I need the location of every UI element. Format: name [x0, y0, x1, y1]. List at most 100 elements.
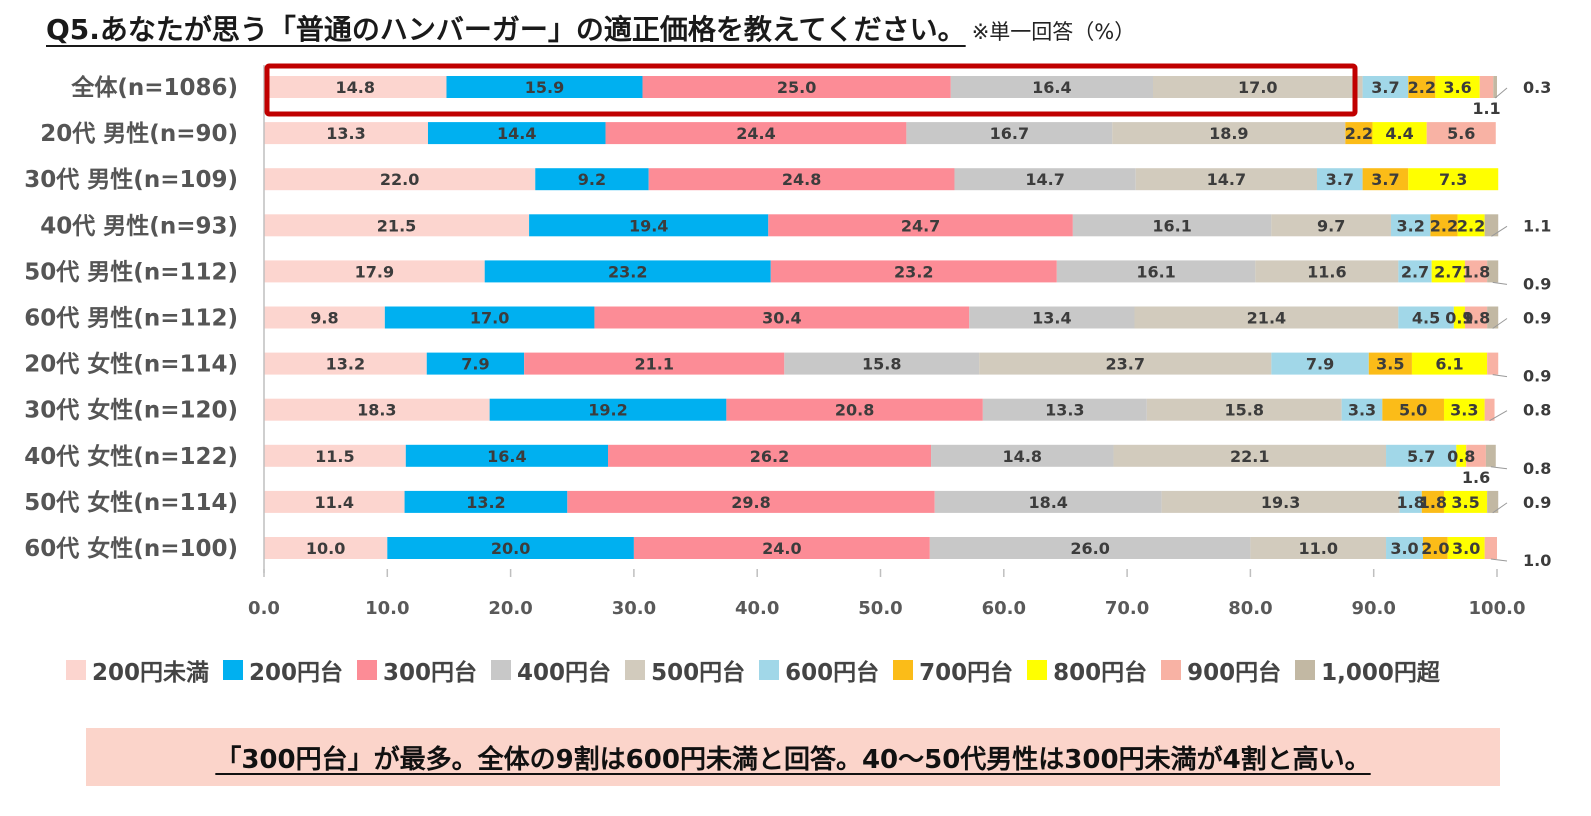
legend-label: 200円台	[249, 660, 344, 686]
bar-segment	[1464, 260, 1488, 283]
bar-segment	[969, 306, 1135, 329]
bar-segment	[1372, 122, 1427, 145]
legend-item: 700円台	[893, 653, 1013, 687]
stacked-bar-chart: 全体(n=1086) 14.8 15.9 25.0 16.4 17.0 3.7 2.2 3.61…	[24, 63, 1551, 619]
bar-segment	[1056, 260, 1256, 283]
x-tick-label: 50.0	[858, 598, 902, 619]
highlight-frame	[264, 63, 1358, 117]
bar-segment	[1398, 306, 1454, 329]
category-label: 50代 男性(n=112)	[24, 259, 238, 285]
data-label: 2.2	[1430, 216, 1458, 235]
bar-segment	[446, 76, 643, 98]
bar-segment	[1386, 444, 1457, 467]
bar-segment	[1408, 76, 1436, 98]
bar-segment	[1399, 490, 1422, 513]
data-label: 14.7	[1025, 170, 1064, 189]
data-label: 3.3	[1348, 401, 1376, 420]
bar-segment	[1250, 537, 1387, 559]
data-label: 9.2	[578, 170, 606, 189]
data-label: 5.0	[1399, 401, 1427, 420]
bar-segment	[1453, 306, 1465, 329]
data-label: 3.7	[1371, 78, 1399, 97]
data-label: 0.9	[1445, 309, 1473, 328]
data-label: 22.0	[380, 170, 419, 189]
data-label: 3.0	[1452, 539, 1480, 558]
bar-segment	[567, 490, 935, 513]
data-label: 3.5	[1376, 355, 1404, 374]
leader-line	[1491, 225, 1508, 237]
data-label: 30.4	[762, 309, 801, 328]
category-label: 30代 男性(n=109)	[24, 167, 238, 193]
bar-segment	[950, 76, 1153, 98]
data-label: 19.2	[588, 401, 627, 420]
category-label: 40代 男性(n=93)	[40, 213, 238, 239]
data-label: 4.4	[1385, 124, 1413, 143]
bar-segment	[1316, 168, 1363, 191]
bar-segment	[1485, 444, 1496, 467]
data-label: 1.8	[1397, 493, 1425, 512]
bar-segment	[1487, 306, 1499, 329]
bar-segment	[979, 352, 1272, 375]
legend-item: 500円台	[625, 653, 745, 687]
data-label: 23.2	[894, 262, 933, 281]
summary-banner: 「300円台」が最多。全体の9割は600円未満と回答。40～50代男性は300円…	[86, 728, 1500, 786]
bar-segment	[1484, 214, 1499, 237]
category-label: 40代 女性(n=122)	[24, 443, 238, 470]
data-label: 17.0	[470, 309, 509, 328]
bar-segment	[427, 122, 606, 145]
data-label: 24.8	[782, 170, 821, 189]
data-label: 3.7	[1371, 170, 1399, 189]
x-tick-label: 20.0	[488, 598, 532, 619]
data-label: 0.9	[1523, 274, 1551, 293]
data-label: 0.8	[1523, 459, 1551, 478]
data-label: 23.2	[608, 262, 647, 281]
bar-segment	[1408, 168, 1499, 191]
legend-label: 900円台	[1187, 660, 1282, 686]
bar-segment	[770, 260, 1057, 283]
bar-segment	[535, 168, 649, 191]
data-label: 18.9	[1209, 124, 1248, 143]
question-title: Q5.あなたが思う「普通のハンバーガー」の適正価格を教えてください。	[46, 13, 966, 46]
bar-segment	[1398, 260, 1432, 283]
data-label: 13.2	[466, 493, 505, 512]
bar-segment	[608, 444, 932, 467]
data-label: 2.7	[1434, 262, 1462, 281]
data-label: 19.4	[629, 216, 668, 235]
bar-segment	[489, 398, 727, 421]
x-tick-label: 40.0	[735, 598, 779, 619]
legend-label: 400円台	[517, 660, 612, 686]
legend-swatch	[357, 660, 378, 680]
bar-segment	[1255, 260, 1399, 283]
leader-line	[1489, 410, 1508, 422]
category-label: 60代 女性(n=100)	[24, 535, 238, 562]
data-label: 1.1	[1523, 216, 1551, 235]
data-label: 3.0	[1390, 539, 1418, 558]
legend-swatch	[1027, 660, 1048, 680]
bar-segment	[264, 214, 530, 237]
data-label: 14.7	[1207, 170, 1246, 189]
x-tick-label: 80.0	[1228, 598, 1272, 619]
bar-segment	[264, 168, 536, 191]
legend-item: 1,000円超	[1295, 653, 1440, 687]
data-label: 0.3	[1523, 78, 1551, 97]
x-tick-label: 30.0	[612, 598, 656, 619]
bar-segment	[934, 490, 1162, 513]
data-label: 1.0	[1523, 551, 1551, 570]
bar-segment	[264, 398, 490, 421]
data-label: 17.0	[1238, 78, 1277, 97]
data-label: 24.7	[901, 216, 940, 235]
data-label: 15.8	[862, 355, 901, 374]
data-label: 7.9	[461, 355, 489, 374]
legend-label: 700円台	[919, 660, 1014, 686]
legend-label: 600円台	[785, 660, 880, 686]
data-label: 0.9	[1523, 367, 1551, 386]
bar-segment	[1368, 352, 1412, 375]
leader-line	[1492, 502, 1508, 514]
bar-segment	[605, 122, 907, 145]
bar-segment	[264, 76, 447, 98]
data-label: 3.5	[1451, 493, 1479, 512]
data-label: 16.7	[990, 124, 1029, 143]
legend-swatch	[625, 660, 646, 680]
category-label: 全体(n=1086)	[70, 74, 238, 101]
bar-segment	[982, 398, 1147, 421]
